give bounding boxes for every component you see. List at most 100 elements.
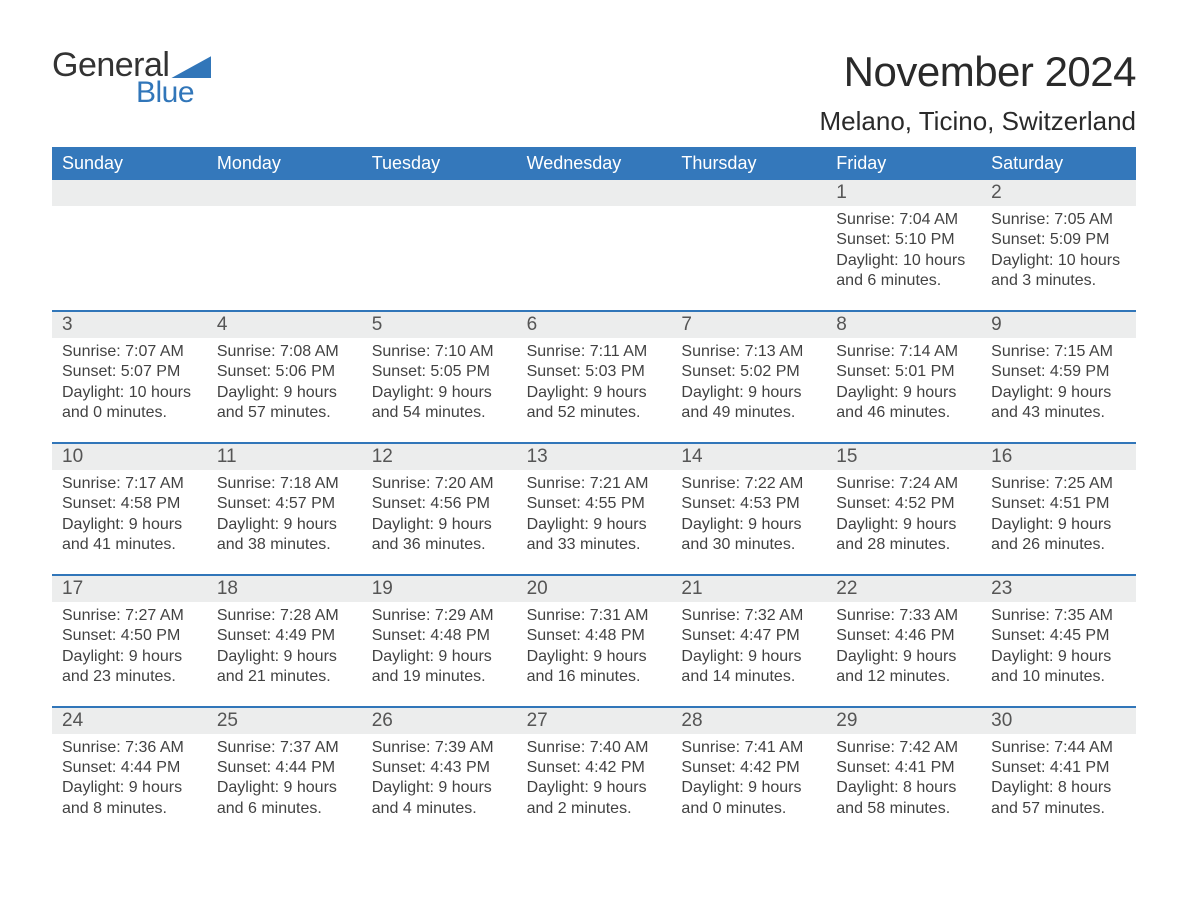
sunset-text: Sunset: 5:05 PM: [372, 362, 507, 382]
day-number: 12: [362, 444, 517, 470]
sunset-text: Sunset: 4:42 PM: [681, 758, 816, 778]
sunset-text: Sunset: 4:51 PM: [991, 494, 1126, 514]
day-info: Sunrise: 7:08 AMSunset: 5:06 PMDaylight:…: [217, 342, 352, 424]
daylight-text: Daylight: 9 hours and 54 minutes.: [372, 383, 507, 424]
day-info: Sunrise: 7:33 AMSunset: 4:46 PMDaylight:…: [836, 606, 971, 688]
sunrise-text: Sunrise: 7:22 AM: [681, 474, 816, 494]
day-number: 14: [671, 444, 826, 470]
calendar-cell: 14Sunrise: 7:22 AMSunset: 4:53 PMDayligh…: [671, 444, 826, 574]
sunrise-text: Sunrise: 7:17 AM: [62, 474, 197, 494]
logo-text-blue: Blue: [136, 78, 211, 108]
calendar-cell: 4Sunrise: 7:08 AMSunset: 5:06 PMDaylight…: [207, 312, 362, 442]
weeks-container: 1Sunrise: 7:04 AMSunset: 5:10 PMDaylight…: [52, 180, 1136, 837]
sunset-text: Sunset: 4:53 PM: [681, 494, 816, 514]
sunset-text: Sunset: 4:57 PM: [217, 494, 352, 514]
calendar-cell: 15Sunrise: 7:24 AMSunset: 4:52 PMDayligh…: [826, 444, 981, 574]
day-info: Sunrise: 7:17 AMSunset: 4:58 PMDaylight:…: [62, 474, 197, 556]
daylight-text: Daylight: 9 hours and 26 minutes.: [991, 515, 1126, 556]
sunrise-text: Sunrise: 7:40 AM: [527, 738, 662, 758]
sunrise-text: Sunrise: 7:44 AM: [991, 738, 1126, 758]
day-number: 8: [826, 312, 981, 338]
daylight-text: Daylight: 9 hours and 33 minutes.: [527, 515, 662, 556]
day-info: Sunrise: 7:20 AMSunset: 4:56 PMDaylight:…: [372, 474, 507, 556]
day-number: 7: [671, 312, 826, 338]
sunset-text: Sunset: 4:56 PM: [372, 494, 507, 514]
day-number: [52, 180, 207, 206]
daylight-text: Daylight: 9 hours and 14 minutes.: [681, 647, 816, 688]
calendar-cell: 23Sunrise: 7:35 AMSunset: 4:45 PMDayligh…: [981, 576, 1136, 706]
day-info: Sunrise: 7:41 AMSunset: 4:42 PMDaylight:…: [681, 738, 816, 820]
day-number: 22: [826, 576, 981, 602]
day-info: Sunrise: 7:05 AMSunset: 5:09 PMDaylight:…: [991, 210, 1126, 292]
day-number: [362, 180, 517, 206]
day-info: Sunrise: 7:28 AMSunset: 4:49 PMDaylight:…: [217, 606, 352, 688]
day-info: Sunrise: 7:15 AMSunset: 4:59 PMDaylight:…: [991, 342, 1126, 424]
sunset-text: Sunset: 4:43 PM: [372, 758, 507, 778]
sunrise-text: Sunrise: 7:14 AM: [836, 342, 971, 362]
daylight-text: Daylight: 9 hours and 36 minutes.: [372, 515, 507, 556]
sunset-text: Sunset: 4:47 PM: [681, 626, 816, 646]
sunrise-text: Sunrise: 7:31 AM: [527, 606, 662, 626]
daylight-text: Daylight: 9 hours and 2 minutes.: [527, 778, 662, 819]
sunset-text: Sunset: 5:09 PM: [991, 230, 1126, 250]
sunset-text: Sunset: 4:44 PM: [217, 758, 352, 778]
calendar-cell: 29Sunrise: 7:42 AMSunset: 4:41 PMDayligh…: [826, 708, 981, 838]
calendar-cell: 5Sunrise: 7:10 AMSunset: 5:05 PMDaylight…: [362, 312, 517, 442]
day-number: 30: [981, 708, 1136, 734]
calendar-cell: 17Sunrise: 7:27 AMSunset: 4:50 PMDayligh…: [52, 576, 207, 706]
day-number: 6: [517, 312, 672, 338]
sunrise-text: Sunrise: 7:07 AM: [62, 342, 197, 362]
calendar-cell: 8 Sunrise: 7:14 AMSunset: 5:01 PMDaylight…: [826, 312, 981, 442]
day-number: 9: [981, 312, 1136, 338]
week-row: 3Sunrise: 7:07 AMSunset: 5:07 PMDaylight…: [52, 310, 1136, 442]
week-row: 10Sunrise: 7:17 AMSunset: 4:58 PMDayligh…: [52, 442, 1136, 574]
sunrise-text: Sunrise: 7:42 AM: [836, 738, 971, 758]
calendar-cell: 6 Sunrise: 7:11 AMSunset: 5:03 PMDaylight…: [517, 312, 672, 442]
day-number: 11: [207, 444, 362, 470]
day-info: Sunrise: 7:42 AMSunset: 4:41 PMDaylight:…: [836, 738, 971, 820]
day-number: 3: [52, 312, 207, 338]
week-row: 1Sunrise: 7:04 AMSunset: 5:10 PMDaylight…: [52, 180, 1136, 310]
sunset-text: Sunset: 5:02 PM: [681, 362, 816, 382]
day-info: Sunrise: 7:29 AMSunset: 4:48 PMDaylight:…: [372, 606, 507, 688]
day-info: Sunrise: 7:25 AMSunset: 4:51 PMDaylight:…: [991, 474, 1126, 556]
sunrise-text: Sunrise: 7:32 AM: [681, 606, 816, 626]
calendar-cell: 25Sunrise: 7:37 AMSunset: 4:44 PMDayligh…: [207, 708, 362, 838]
day-number: 5: [362, 312, 517, 338]
daylight-text: Daylight: 9 hours and 52 minutes.: [527, 383, 662, 424]
day-number: 16: [981, 444, 1136, 470]
day-number: [671, 180, 826, 206]
day-number: 19: [362, 576, 517, 602]
calendar-cell: [517, 180, 672, 310]
calendar-cell: [52, 180, 207, 310]
day-header: Tuesday: [362, 147, 517, 180]
daylight-text: Daylight: 9 hours and 46 minutes.: [836, 383, 971, 424]
day-info: Sunrise: 7:24 AMSunset: 4:52 PMDaylight:…: [836, 474, 971, 556]
day-info: Sunrise: 7:11 AMSunset: 5:03 PMDaylight:…: [527, 342, 662, 424]
day-info: Sunrise: 7:13 AMSunset: 5:02 PMDaylight:…: [681, 342, 816, 424]
day-info: Sunrise: 7:35 AMSunset: 4:45 PMDaylight:…: [991, 606, 1126, 688]
calendar-cell: [671, 180, 826, 310]
sunset-text: Sunset: 4:52 PM: [836, 494, 971, 514]
sunset-text: Sunset: 4:45 PM: [991, 626, 1126, 646]
sunrise-text: Sunrise: 7:24 AM: [836, 474, 971, 494]
calendar-cell: 26Sunrise: 7:39 AMSunset: 4:43 PMDayligh…: [362, 708, 517, 838]
sunset-text: Sunset: 5:06 PM: [217, 362, 352, 382]
sunset-text: Sunset: 4:58 PM: [62, 494, 197, 514]
sunrise-text: Sunrise: 7:28 AM: [217, 606, 352, 626]
day-info: Sunrise: 7:14 AMSunset: 5:01 PMDaylight:…: [836, 342, 971, 424]
sunrise-text: Sunrise: 7:13 AM: [681, 342, 816, 362]
day-number: 1: [826, 180, 981, 206]
sunrise-text: Sunrise: 7:39 AM: [372, 738, 507, 758]
daylight-text: Daylight: 9 hours and 57 minutes.: [217, 383, 352, 424]
sunrise-text: Sunrise: 7:29 AM: [372, 606, 507, 626]
day-number: 28: [671, 708, 826, 734]
daylight-text: Daylight: 9 hours and 4 minutes.: [372, 778, 507, 819]
calendar-cell: 27Sunrise: 7:40 AMSunset: 4:42 PMDayligh…: [517, 708, 672, 838]
daylight-text: Daylight: 9 hours and 6 minutes.: [217, 778, 352, 819]
calendar-cell: 28 Sunrise: 7:41 AMSunset: 4:42 PMDayligh…: [671, 708, 826, 838]
sunrise-text: Sunrise: 7:04 AM: [836, 210, 971, 230]
day-header: Monday: [207, 147, 362, 180]
sunrise-text: Sunrise: 7:33 AM: [836, 606, 971, 626]
calendar-cell: 30Sunrise: 7:44 AMSunset: 4:41 PMDayligh…: [981, 708, 1136, 838]
